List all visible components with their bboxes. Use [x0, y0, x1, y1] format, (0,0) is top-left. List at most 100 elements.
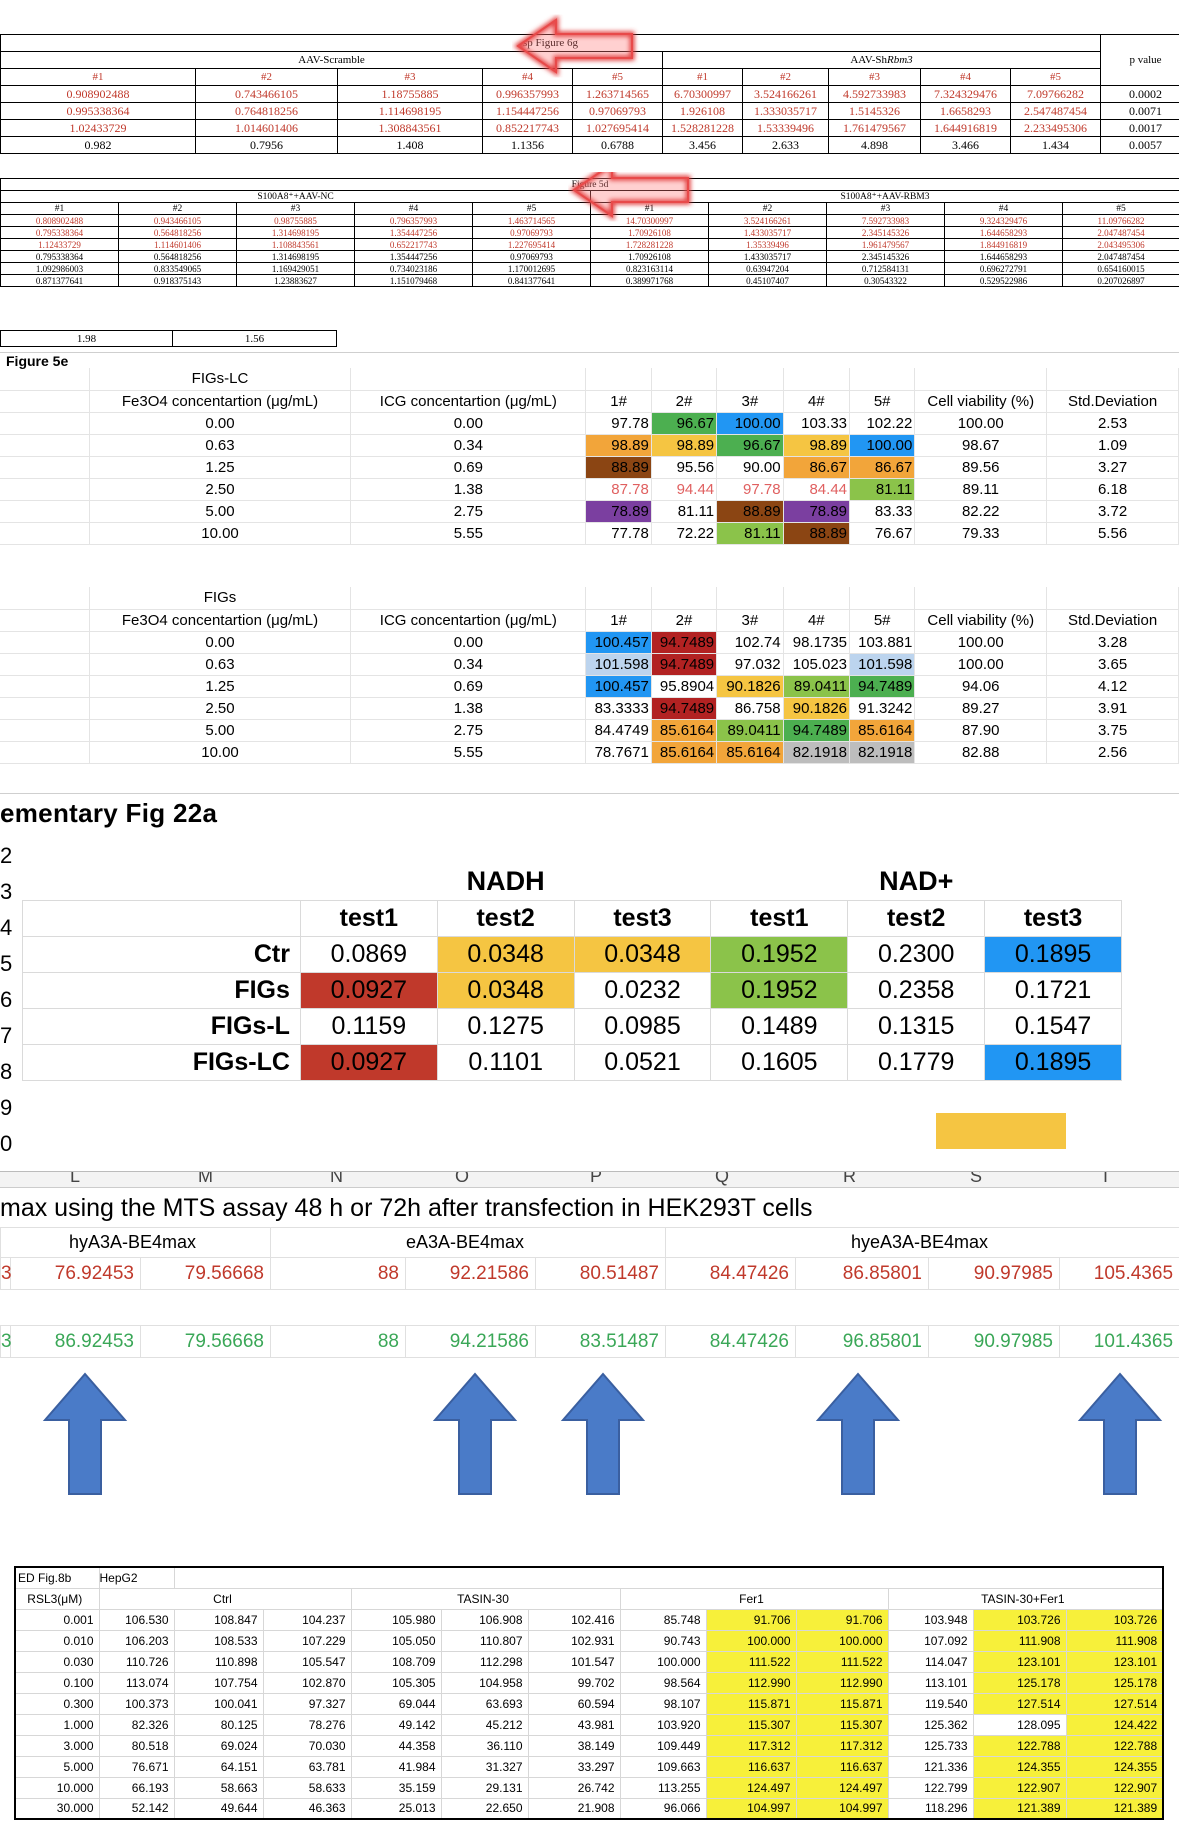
table-cell: 1.433035717 [708, 250, 827, 263]
table-cell: 79.56668 [140, 1257, 271, 1290]
table-cell: 102.870 [263, 1672, 352, 1694]
column-letter: N [330, 1172, 343, 1186]
table-cell: 0.696272791 [944, 262, 1063, 275]
figure-5e-section: Figure 5e FIGs-LC Fe3O4 concentartion (μg… [0, 352, 1179, 794]
table-cell: 77.78 [585, 522, 652, 545]
table-cell: 1.6658293 [920, 102, 1011, 120]
table-cell: 1.227695414 [472, 238, 591, 251]
table-cell: 102.22 [849, 412, 916, 435]
table-cell: 26.742 [528, 1777, 621, 1799]
column-letter: P [590, 1172, 603, 1186]
column-header: test2 [436, 899, 575, 937]
table-cell: 0.1895 [984, 1043, 1122, 1081]
table-cell: 76.67 [849, 522, 916, 545]
table-cell: 0.841377641 [472, 274, 591, 287]
table-cell: 115.871 [706, 1693, 797, 1715]
table-cell: 87.78 [585, 478, 652, 501]
table-cell: 5.56 [1046, 522, 1179, 545]
table-cell: 0.00 [89, 631, 352, 654]
table-cell: 1.263714565 [572, 85, 663, 103]
table-name: FIGs [89, 587, 352, 610]
table-cell: 3.75 [1046, 719, 1179, 742]
table-row: 1.25 0.69 88.89 95.56 90.00 86.67 86.67 89.56 3.… [0, 456, 1179, 479]
table-cell: 6.18 [1046, 478, 1179, 501]
table-cell: 0.1159 [299, 1007, 438, 1045]
table-cell: 1.108843561 [236, 238, 355, 251]
table-cell: 0.97069793 [472, 226, 591, 239]
table-cell: 0.564818256 [118, 250, 237, 263]
table-cell: 78.89 [585, 500, 652, 523]
table-cell: 2.047487454 [1062, 250, 1179, 263]
table-cell: 105.023 [783, 653, 851, 676]
table-cell: 100.457 [585, 631, 652, 654]
table-cell: 121.389 [973, 1798, 1067, 1820]
table-cell: 89.27 [914, 697, 1048, 720]
table-cell: 78.7671 [585, 741, 652, 764]
up-arrows [42, 1372, 1163, 1495]
table-cell: 88 [270, 1257, 406, 1290]
table-cell: 83.51487 [535, 1325, 666, 1358]
row-lead: 3 [0, 1257, 12, 1290]
blank-cell [585, 587, 652, 610]
table-cell: 2.633 [742, 136, 829, 154]
blank-cell [849, 587, 916, 610]
table-cell: 0.0927 [299, 1043, 438, 1081]
row-label: FIGs-LC [22, 1043, 301, 1081]
table-cell: 95.56 [651, 456, 718, 479]
table-cell: 80.125 [174, 1714, 264, 1736]
table-cell: 1.644916819 [920, 119, 1011, 137]
table-cell: 127.514 [973, 1693, 1067, 1715]
ed-fig-8b-table: ED Fig.8b HepG2 RSL3(μM) Ctrl TASIN-30 F… [14, 1566, 1165, 1820]
group-header: Ctrl [99, 1588, 352, 1610]
table-cell: 86.67 [849, 456, 916, 479]
table-cell: 0.734023186 [354, 262, 473, 275]
table-cell: 100.457 [585, 675, 652, 698]
table-row: 0.100 113.074 107.754 102.870 105.305 104.958… [15, 1672, 1164, 1694]
row-label: FIGs [22, 971, 301, 1009]
table-cell: 96.67 [716, 434, 784, 457]
table-row: 0.995338364 0.764818256 1.114698195 1.15444… [0, 102, 1179, 120]
table-cell: 111.522 [706, 1651, 797, 1673]
table-cell: 66.193 [99, 1777, 175, 1799]
column-header: Cell viability (%) [914, 609, 1048, 632]
table-cell: 117.312 [796, 1735, 889, 1757]
table-cell: 100.000 [620, 1651, 707, 1673]
column-header: #2 [742, 68, 829, 86]
figs-table: FIGs Fe3O4 concentartion (μg/mL) ICG conce… [0, 587, 1179, 764]
table-cell: 1.027695414 [572, 119, 663, 137]
column-header: Fe3O4 concentartion (μg/mL) [89, 609, 352, 632]
column-header: #1 [0, 68, 196, 86]
table-cell: 1.114601406 [118, 238, 237, 251]
column-header: test2 [847, 899, 986, 937]
table-cell: 0.1547 [984, 1007, 1122, 1045]
table-cell: 1.408 [337, 136, 483, 154]
table-cell: 0.2358 [847, 971, 986, 1009]
up-arrow-icon [42, 1372, 128, 1495]
table-cell: 2.50 [89, 478, 352, 501]
table-cell: 0.918375143 [118, 274, 237, 287]
table-cell: 1.18755885 [337, 85, 483, 103]
group-header: TASIN-30 [351, 1588, 621, 1610]
table-cell: 2.75 [350, 719, 587, 742]
table-cell: 98.107 [620, 1693, 707, 1715]
row-numbers: 2 3 4 5 6 7 8 9 0 1 [0, 838, 20, 1171]
table-cell: 10.00 [89, 741, 352, 764]
table-cell: 111.908 [973, 1630, 1067, 1652]
group-header: Fer1 [620, 1588, 889, 1610]
table-cell: 124.355 [973, 1756, 1067, 1778]
extra-value: 1.56 [172, 330, 337, 347]
column-header: 5# [849, 609, 916, 632]
table-cell: 0.943466105 [118, 214, 237, 227]
table-row: 0.63 0.34 98.89 98.89 96.67 98.89 100.00 98.67 1… [0, 434, 1179, 457]
blank-cell [783, 587, 851, 610]
table-cell: 9.324329476 [944, 214, 1063, 227]
table-cell: 110.807 [441, 1630, 529, 1652]
table-cell: 1.02433729 [0, 119, 196, 137]
table-cell: 94.7489 [783, 719, 851, 742]
table-row: 1.02433729 1.014601406 1.308843561 0.852217… [0, 119, 1179, 137]
table-cell: 106.203 [99, 1630, 175, 1652]
section-title: ementary Fig 22a [0, 798, 218, 828]
table-cell: 101.547 [528, 1651, 621, 1673]
left-arrow-icon [569, 172, 691, 221]
table-cell: 0.996357993 [482, 85, 573, 103]
